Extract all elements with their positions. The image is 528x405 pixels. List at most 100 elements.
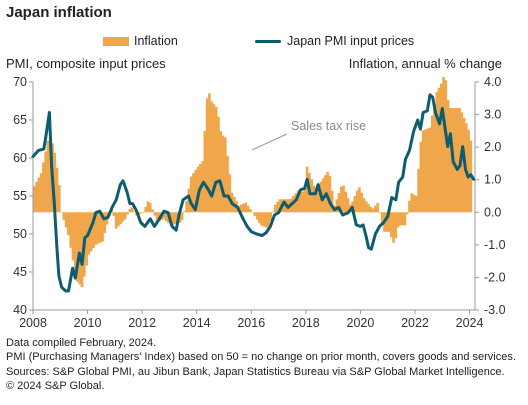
footer-line-3: Sources: S&P Global PMI, au Jibun Bank, … — [6, 365, 505, 378]
inflation-bar — [428, 127, 432, 213]
inflation-bar — [299, 190, 302, 213]
inflation-bar — [226, 155, 229, 213]
inflation-bar — [35, 181, 38, 213]
inflation-bar — [148, 203, 152, 213]
inflation-bar — [142, 212, 145, 213]
inflation-bar — [223, 137, 227, 213]
inflation-bar — [53, 152, 57, 213]
inflation-bar — [439, 83, 443, 213]
inflation-bar — [264, 212, 268, 228]
inflation-bar — [69, 212, 72, 248]
inflation-bar — [85, 212, 88, 266]
left-tick-label: 70 — [13, 75, 27, 89]
inflation-bar — [62, 212, 66, 220]
inflation-bar — [133, 211, 136, 213]
inflation-bar — [80, 212, 84, 288]
inflation-bar — [60, 212, 63, 213]
inflation-bar — [92, 212, 95, 249]
inflation-bar — [194, 169, 198, 213]
inflation-bar — [255, 212, 259, 220]
annotation-leader — [251, 133, 288, 151]
left-tick-label: 60 — [13, 151, 27, 165]
inflation-bar — [371, 208, 375, 213]
inflation-bar — [151, 209, 154, 213]
x-tick-label: 2024 — [456, 316, 484, 330]
inflation-bar — [444, 80, 448, 213]
right-tick-label: -2.0 — [484, 270, 506, 284]
inflation-bar — [380, 212, 384, 225]
inflation-bar — [144, 206, 148, 213]
x-tick-label: 2022 — [401, 316, 429, 330]
inflation-bar — [121, 212, 125, 222]
inflation-bar — [98, 212, 102, 243]
inflation-bar — [130, 207, 134, 213]
inflation-bar — [321, 178, 325, 213]
inflation-bar — [58, 185, 61, 213]
inflation-bar — [67, 212, 70, 236]
inflation-bar — [387, 212, 391, 232]
inflation-bar — [410, 193, 414, 213]
inflation-bar — [208, 93, 211, 213]
inflation-bar — [205, 98, 209, 213]
inflation-bar — [123, 212, 127, 220]
inflation-bar — [389, 212, 393, 238]
inflation-bar — [455, 108, 459, 213]
inflation-bar — [303, 188, 307, 213]
inflation-bar — [242, 203, 245, 213]
inflation-bar — [219, 131, 223, 213]
inflation-bar — [117, 212, 120, 227]
footer-line-4: © 2024 S&P Global. — [6, 379, 105, 392]
inflation-bar — [210, 101, 213, 213]
inflation-bar — [128, 209, 132, 213]
inflation-bar — [305, 166, 309, 213]
inflation-bar — [401, 212, 404, 226]
x-tick-label: 2012 — [128, 316, 156, 330]
inflation-bar — [244, 202, 248, 213]
x-tick-label: 2016 — [237, 316, 265, 330]
inflation-bar — [449, 108, 452, 213]
inflation-bar — [114, 212, 118, 229]
inflation-bar — [228, 174, 232, 213]
inflation-bar — [392, 212, 395, 243]
inflation-bar — [262, 212, 266, 227]
left-tick-label: 65 — [13, 113, 27, 127]
x-tick-label: 2014 — [183, 316, 211, 330]
right-axis-title: Inflation, annual % change — [348, 56, 502, 71]
inflation-bar — [344, 191, 348, 213]
inflation-bar — [101, 212, 104, 242]
inflation-bar — [385, 212, 389, 232]
inflation-bar — [328, 175, 332, 213]
inflation-bar — [119, 212, 123, 224]
inflation-bar — [155, 212, 159, 223]
pmi-line — [31, 93, 476, 293]
left-tick-label: 40 — [13, 303, 27, 317]
inflation-bar — [353, 196, 357, 213]
inflation-bar — [442, 77, 445, 213]
inflation-bar — [71, 212, 75, 261]
inflation-bar — [253, 212, 257, 216]
inflation-bar — [408, 200, 411, 213]
right-tick-label: 1.0 — [484, 173, 501, 187]
inflation-bar — [94, 212, 98, 245]
inflation-bar — [360, 192, 364, 213]
inflation-bar — [164, 212, 168, 221]
inflation-bar — [467, 129, 470, 213]
inflation-bar — [346, 198, 350, 213]
inflation-bar — [412, 194, 416, 213]
inflation-bar — [414, 196, 418, 213]
inflation-bar — [183, 211, 186, 213]
inflation-bar — [44, 151, 47, 213]
inflation-bar — [430, 115, 434, 213]
inflation-bar — [173, 212, 177, 224]
inflation-bar — [369, 206, 373, 213]
inflation-bar — [278, 199, 282, 213]
legend: Inflation Japan PMI input prices — [0, 34, 528, 50]
legend-pmi-label: Japan PMI input prices — [287, 34, 415, 48]
inflation-bar — [453, 108, 457, 213]
right-tick-label: 4.0 — [484, 75, 501, 89]
legend-inflation-label: Inflation — [134, 34, 178, 48]
inflation-bar — [239, 204, 243, 213]
inflation-bar — [249, 209, 252, 213]
left-tick-label: 45 — [13, 265, 27, 279]
inflation-bar — [78, 212, 82, 285]
